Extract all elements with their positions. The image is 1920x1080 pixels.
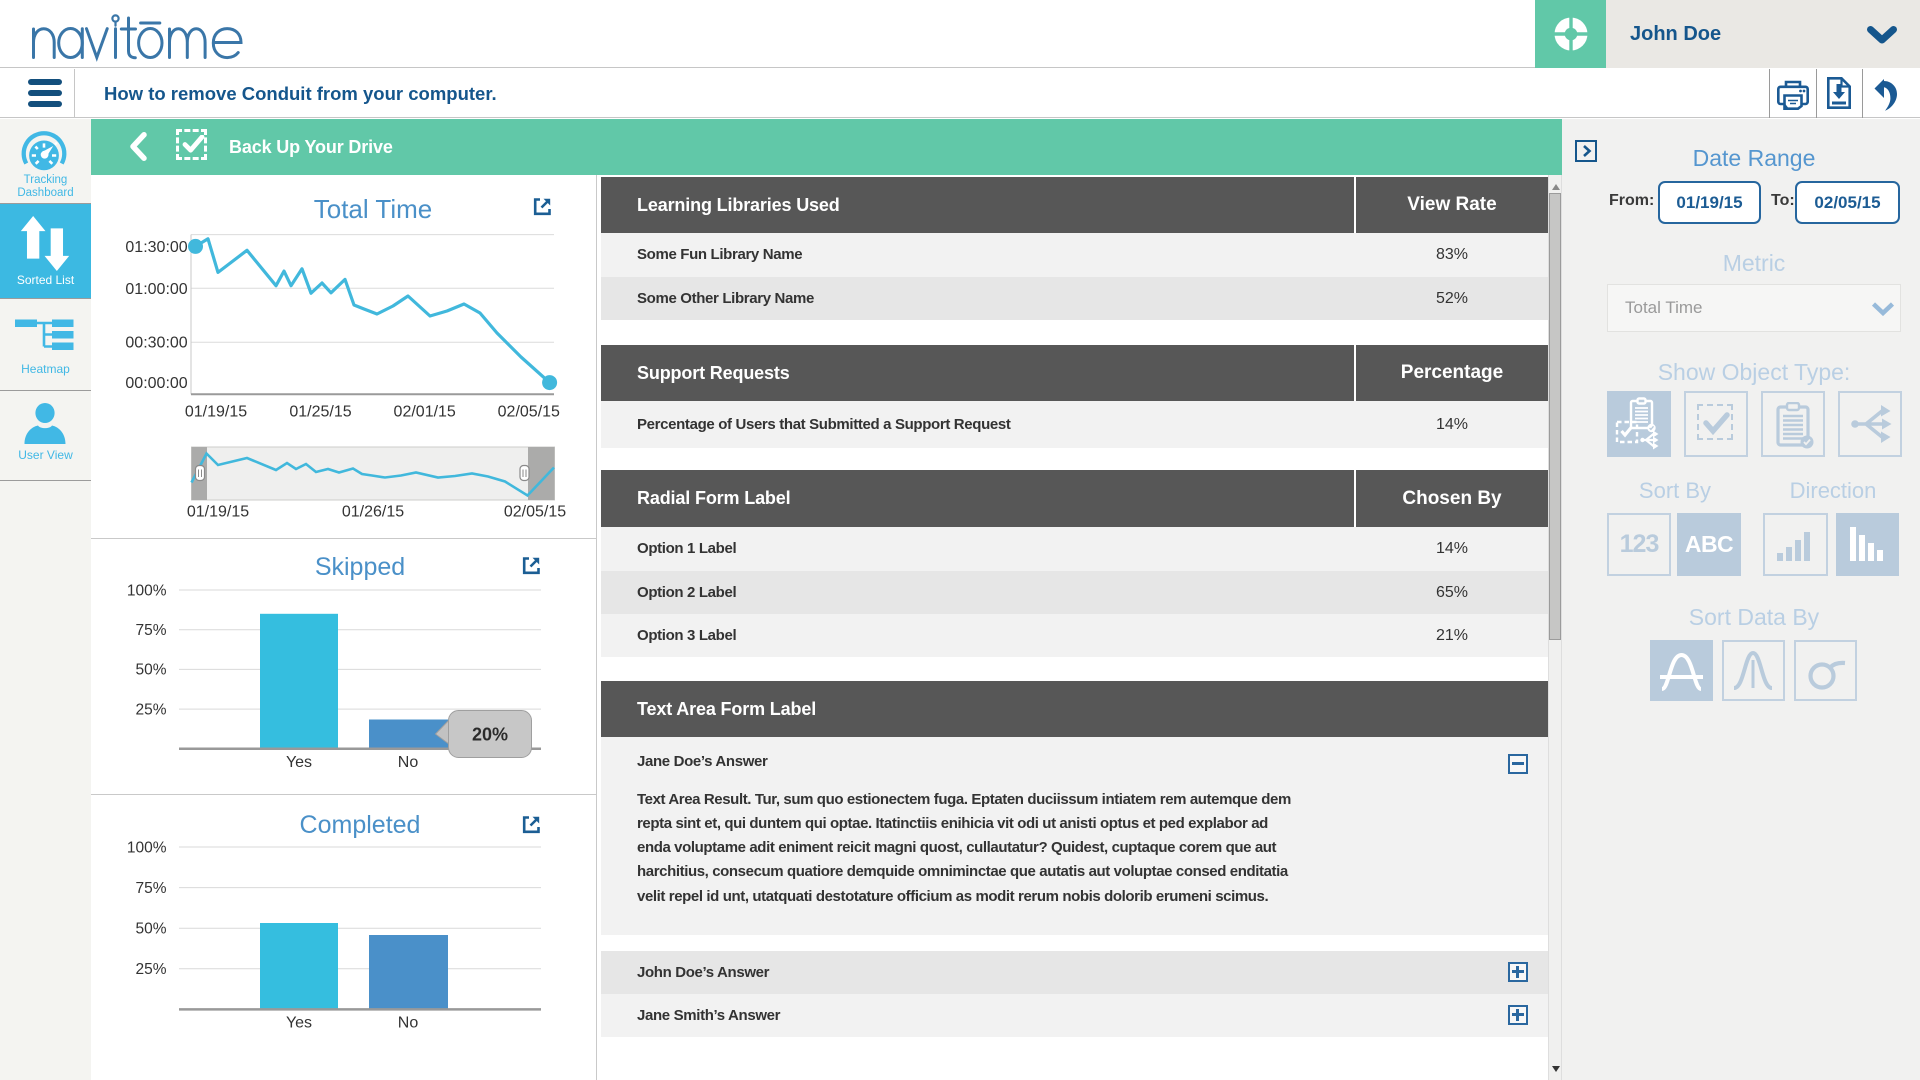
svg-text:Yes: Yes (286, 754, 312, 771)
svg-text:02/05/15: 02/05/15 (504, 504, 566, 521)
svg-text:75%: 75% (135, 622, 166, 639)
svg-text:20%: 20% (472, 725, 508, 745)
svg-text:01:30:00: 01:30:00 (125, 239, 187, 256)
svg-text:25%: 25% (135, 961, 166, 978)
svg-text:01/26/15: 01/26/15 (342, 504, 404, 521)
svg-text:01/19/15: 01/19/15 (187, 504, 249, 521)
svg-text:00:30:00: 00:30:00 (125, 335, 187, 352)
svg-text:No: No (398, 1015, 419, 1032)
svg-text:25%: 25% (135, 701, 166, 718)
svg-text:01:00:00: 01:00:00 (125, 281, 187, 298)
svg-text:00:00:00: 00:00:00 (125, 375, 187, 392)
svg-text:100%: 100% (127, 839, 167, 856)
svg-text:No: No (398, 754, 419, 771)
svg-text:75%: 75% (135, 880, 166, 897)
svg-text:02/05/15: 02/05/15 (498, 404, 560, 421)
svg-text:50%: 50% (135, 662, 166, 679)
svg-text:Yes: Yes (286, 1015, 312, 1032)
svg-text:01/19/15: 01/19/15 (185, 404, 247, 421)
svg-text:100%: 100% (127, 582, 167, 599)
svg-text:01/25/15: 01/25/15 (289, 404, 351, 421)
svg-text:50%: 50% (135, 921, 166, 938)
svg-text:02/01/15: 02/01/15 (394, 404, 456, 421)
